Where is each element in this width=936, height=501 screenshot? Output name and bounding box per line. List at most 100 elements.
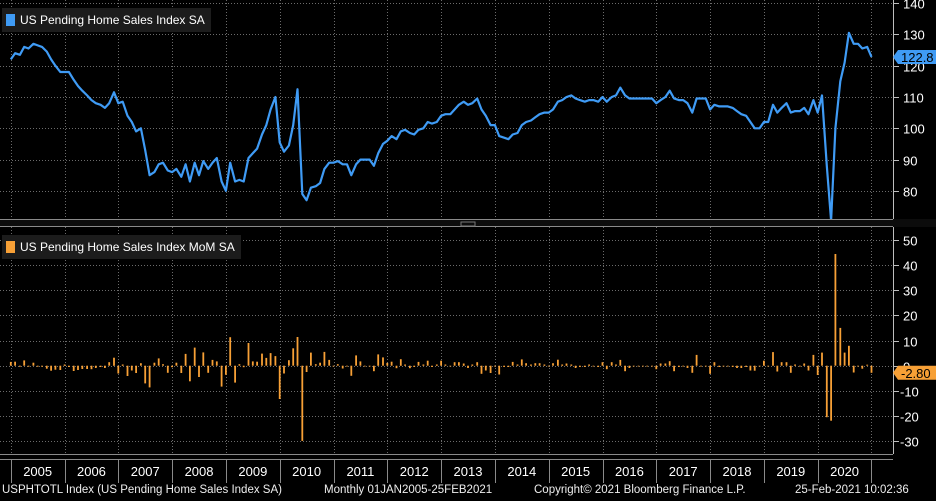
mom-change-bar [682, 365, 685, 367]
mom-change-bar [390, 361, 393, 366]
mom-change-bar [794, 364, 796, 366]
mom-change-bar [373, 365, 375, 372]
mom-change-bar [695, 354, 698, 366]
mom-change-bar [225, 365, 227, 375]
mom-change-bar [382, 357, 384, 366]
mom-change-bar [843, 352, 846, 366]
top-axis-tick-label: 100 [903, 122, 925, 137]
mom-change-bar [386, 362, 389, 366]
mom-change-bar [520, 359, 523, 366]
mom-change-bar [736, 365, 738, 368]
mom-change-bar [557, 359, 559, 366]
mom-change-bar [251, 361, 254, 366]
year-axis-label: 2006 [77, 464, 106, 479]
mom-change-bar [422, 364, 425, 366]
mom-change-bar [144, 365, 147, 384]
year-axis-label: 2005 [23, 464, 52, 479]
mom-change-bar [180, 365, 183, 373]
mom-change-bar [632, 365, 635, 367]
mom-change-bar [534, 363, 537, 366]
mom-change-bar [709, 365, 711, 374]
year-axis-label: 2011 [346, 464, 374, 479]
mom-change-bar [655, 365, 658, 370]
mom-change-bar [72, 365, 75, 371]
mom-change-bar [166, 365, 169, 373]
mom-change-bar [162, 364, 164, 366]
mom-change-bar [211, 359, 214, 366]
mom-change-bar [41, 365, 43, 367]
top-last-value-tag: 122.8 [893, 49, 936, 65]
mom-change-bar [740, 365, 743, 368]
year-axis-label: 2014 [507, 464, 536, 479]
mom-change-bar [637, 365, 640, 367]
mom-change-bar [189, 365, 191, 382]
mom-change-bar [449, 365, 452, 367]
mom-change-bar [108, 362, 111, 366]
year-axis-label: 2009 [238, 464, 267, 479]
mom-change-bar [153, 362, 156, 366]
mom-change-bar [839, 327, 842, 366]
mom-change-bar [597, 365, 600, 367]
mom-change-bar [812, 354, 815, 366]
mom-change-bar [870, 365, 873, 373]
mom-change-bar [23, 360, 26, 366]
mom-change-bar [610, 362, 613, 366]
orange-series-swatch [6, 241, 15, 253]
mom-change-bar [121, 364, 124, 366]
mom-change-bar [283, 365, 285, 374]
mom-change-bar [350, 365, 353, 376]
mom-change-bar [426, 360, 429, 366]
top-panel-grid [0, 0, 893, 219]
mom-change-bar [561, 364, 564, 366]
bottom-last-value-tag: -2.80 [893, 365, 936, 381]
mom-change-bar [319, 362, 321, 366]
mom-change-bar [301, 365, 304, 441]
year-axis-label: 2016 [615, 464, 644, 479]
top-axis-tick-label: 80 [903, 185, 917, 200]
year-axis-label: 2008 [185, 464, 214, 479]
footer-frequency: Monthly 01JAN2005-25FEB2021 [324, 484, 493, 496]
mom-change-bar [628, 365, 631, 368]
mom-change-bar [866, 364, 869, 366]
top-axis-tick-label: 130 [903, 28, 925, 43]
mom-change-bar [288, 360, 290, 366]
mom-change-bar [646, 365, 649, 367]
mom-change-bar [184, 353, 187, 366]
mom-change-bar [731, 365, 734, 367]
mom-change-bar [471, 364, 474, 366]
mom-change-bar [601, 362, 604, 366]
year-axis: 2005 2006 2007 2008 2009 2010 2011 2012 2013 2014… [0, 459, 936, 483]
mom-change-bar [247, 343, 250, 366]
bottom-axis-tick-label: 10 [903, 335, 917, 350]
mom-change-bar [336, 364, 339, 366]
mom-change-bar [220, 365, 223, 387]
mom-change-bar [803, 363, 806, 366]
mom-change-bar [440, 360, 442, 366]
year-axis-label: 2012 [400, 464, 429, 479]
mom-change-bar [202, 352, 205, 366]
mom-change-bar [503, 365, 505, 367]
mom-change-bar [516, 364, 519, 366]
mom-change-bar [785, 362, 788, 366]
mom-change-bar [605, 365, 608, 370]
mom-change-bar [462, 363, 465, 366]
bottom-axis-tick-label: 40 [903, 259, 917, 274]
bottom-axis-tick-label: 20 [903, 309, 917, 324]
mom-change-bar [332, 365, 335, 367]
footer-ticker: USPHTOTL Index (US Pending Home Sales In… [2, 484, 282, 496]
mom-change-bar [799, 365, 801, 367]
mom-change-bar [94, 365, 97, 368]
mom-change-bar [659, 363, 662, 366]
blue-series-swatch [6, 14, 15, 26]
mom-change-bar [157, 358, 160, 366]
mom-change-bar [314, 364, 317, 366]
mom-change-bar [399, 359, 402, 366]
mom-change-bar [780, 362, 783, 366]
mom-change-bar [583, 365, 586, 367]
bottom-panel-legend: US Pending Home Sales Index MoM SA [2, 235, 241, 259]
mom-change-bar [229, 337, 232, 366]
bottom-panel-legend-label: US Pending Home Sales Index MoM SA [20, 240, 235, 254]
mom-change-bar [113, 357, 115, 366]
mom-change-bar [50, 365, 52, 371]
